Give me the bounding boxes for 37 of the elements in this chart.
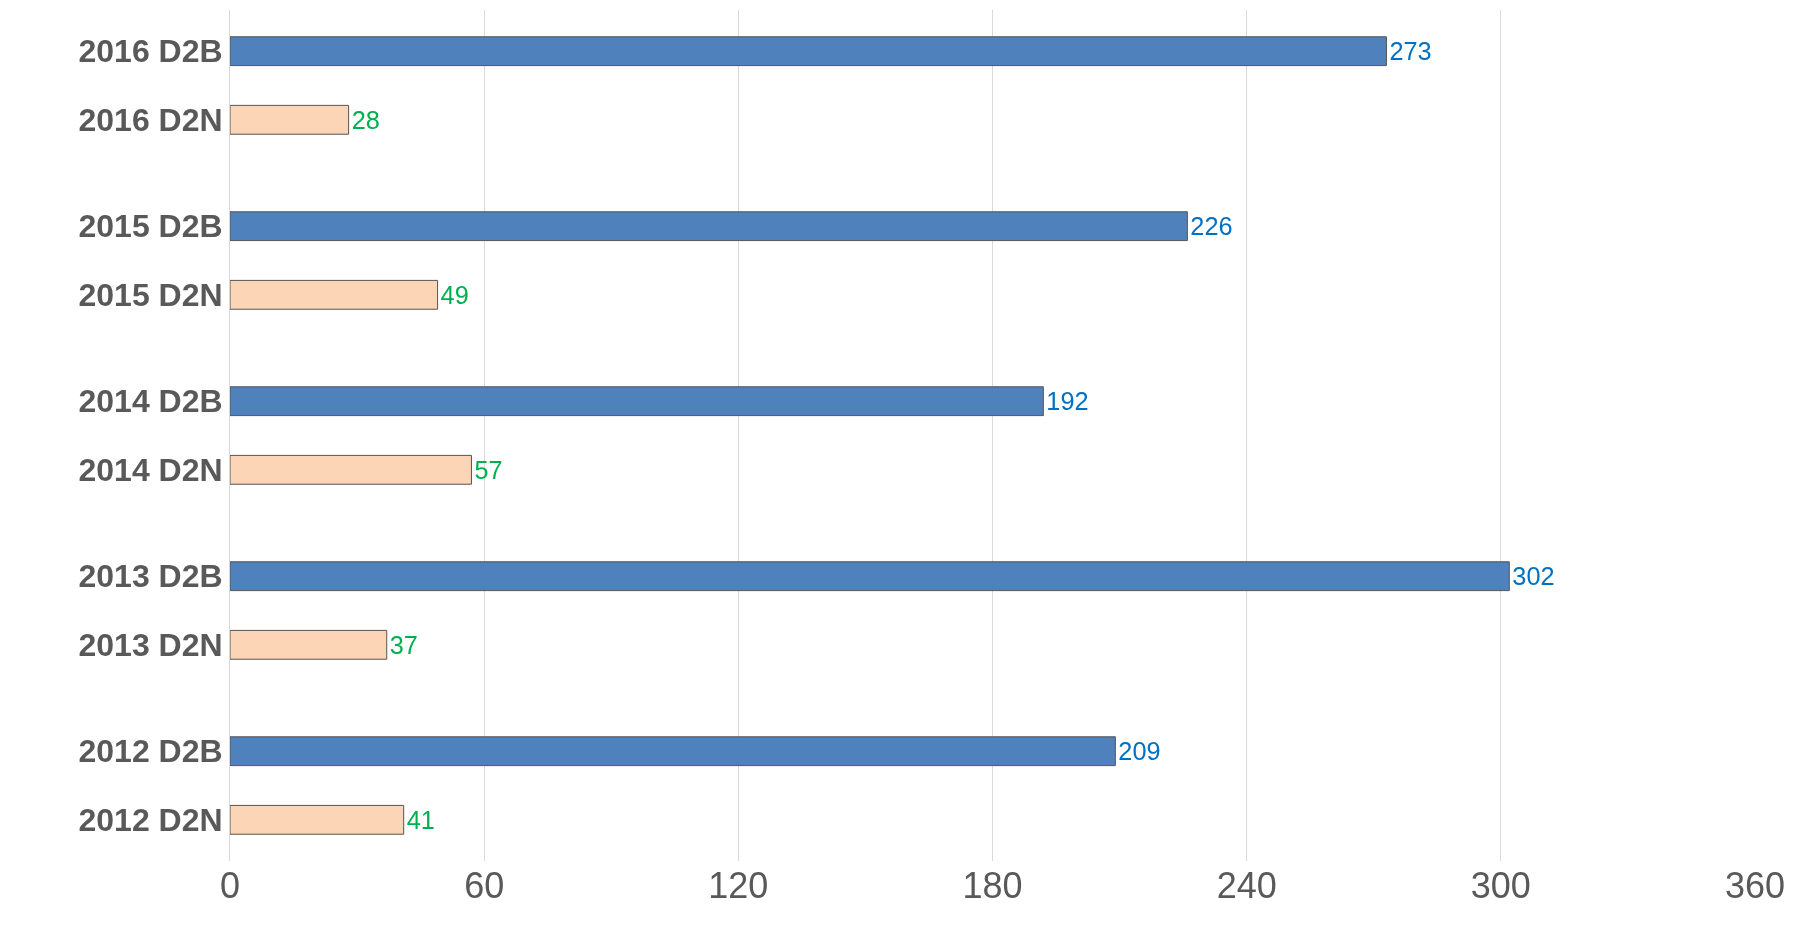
bar [230, 736, 1116, 767]
x-tick-label: 60 [464, 865, 505, 906]
x-tick-label: 180 [962, 865, 1023, 906]
bar [230, 36, 1387, 67]
x-tick-label: 0 [219, 865, 241, 906]
y-tick-label: 2016 D2B [78, 33, 223, 70]
y-tick-label: 2012 D2B [78, 733, 223, 770]
data-label: 302 [1512, 561, 1555, 590]
x-tick-label: 360 [1724, 865, 1786, 906]
y-tick-label: 2012 D2N [78, 802, 223, 839]
data-label: 57 [474, 455, 503, 484]
data-label: 273 [1389, 36, 1432, 65]
x-tick-label: 120 [708, 865, 769, 906]
bar [230, 279, 439, 310]
y-tick-label: 2013 D2N [78, 627, 223, 664]
x-tick-label: 240 [1216, 865, 1277, 906]
y-tick-label: 2014 D2B [78, 383, 223, 420]
data-label: 192 [1046, 386, 1089, 415]
data-label: 37 [389, 630, 418, 659]
bar [230, 804, 405, 835]
y-tick-label: 2016 D2N [78, 102, 223, 139]
y-tick-label: 2015 D2N [78, 277, 223, 314]
data-label: 28 [351, 105, 380, 134]
x-tick-label: 300 [1470, 865, 1531, 906]
bar [230, 629, 388, 660]
bar [230, 454, 472, 485]
data-label: 209 [1118, 736, 1161, 765]
y-tick-label: 2014 D2N [78, 452, 223, 489]
y-tick-label: 2013 D2B [78, 558, 223, 595]
data-label: 49 [440, 280, 469, 309]
data-label: 226 [1190, 211, 1233, 240]
bar [230, 211, 1188, 242]
y-tick-label: 2015 D2B [78, 208, 223, 245]
bar [230, 104, 350, 135]
bar [230, 561, 1510, 592]
bar [230, 386, 1044, 417]
data-label: 41 [406, 805, 435, 834]
